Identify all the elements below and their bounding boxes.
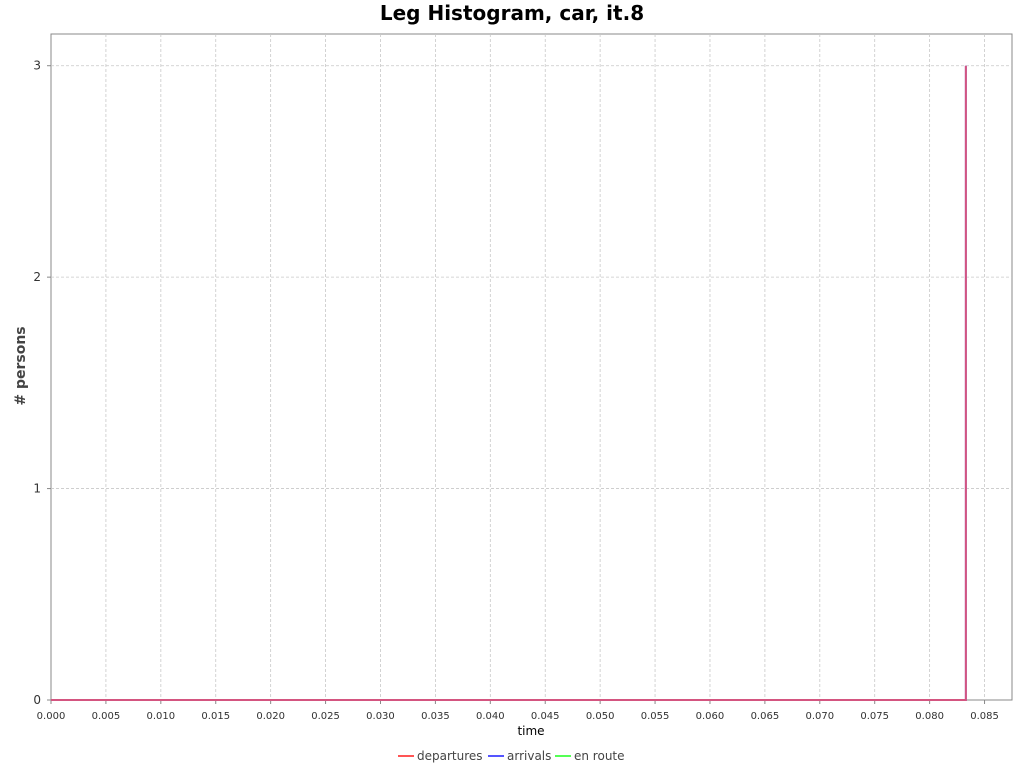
x-tick-label: 0.045 (531, 711, 560, 722)
x-tick-label: 0.080 (915, 711, 944, 722)
x-tick-label: 0.030 (366, 711, 395, 722)
y-axis-ticks: 0 1 2 3 (33, 59, 51, 707)
x-tick-label: 0.075 (860, 711, 889, 722)
y-tick-label: 3 (33, 59, 41, 73)
x-tick-label: 0.085 (970, 711, 999, 722)
x-axis-label: time (517, 724, 544, 738)
legend: departures arrivals en route (398, 749, 625, 763)
x-tick-label: 0.000 (37, 711, 66, 722)
x-tick-label: 0.065 (751, 711, 780, 722)
grid-lines (51, 34, 1012, 700)
x-tick-label: 0.070 (805, 711, 834, 722)
x-tick-label: 0.005 (92, 711, 121, 722)
chart-title: Leg Histogram, car, it.8 (380, 1, 644, 25)
x-tick-label: 0.035 (421, 711, 450, 722)
series-line-departures (51, 65, 967, 701)
series-lines (51, 65, 967, 701)
x-tick-label: 0.015 (201, 711, 230, 722)
y-tick-label: 1 (33, 482, 41, 496)
x-tick-label: 0.040 (476, 711, 505, 722)
x-tick-label: 0.010 (147, 711, 176, 722)
x-tick-label: 0.020 (256, 711, 285, 722)
legend-label: arrivals (507, 749, 551, 763)
y-tick-label: 2 (33, 270, 41, 284)
x-tick-label: 0.055 (641, 711, 670, 722)
legend-label: departures (417, 749, 483, 763)
y-tick-label: 0 (33, 693, 41, 707)
plot-area (50, 33, 1013, 701)
y-axis-label: # persons (13, 326, 29, 405)
x-tick-label: 0.050 (586, 711, 615, 722)
x-axis-ticks: 0.000 0.005 0.010 0.015 0.020 0.025 0.030 0.035… (37, 700, 999, 722)
legend-label: en route (574, 749, 625, 763)
x-tick-label: 0.060 (696, 711, 725, 722)
x-tick-label: 0.025 (311, 711, 340, 722)
